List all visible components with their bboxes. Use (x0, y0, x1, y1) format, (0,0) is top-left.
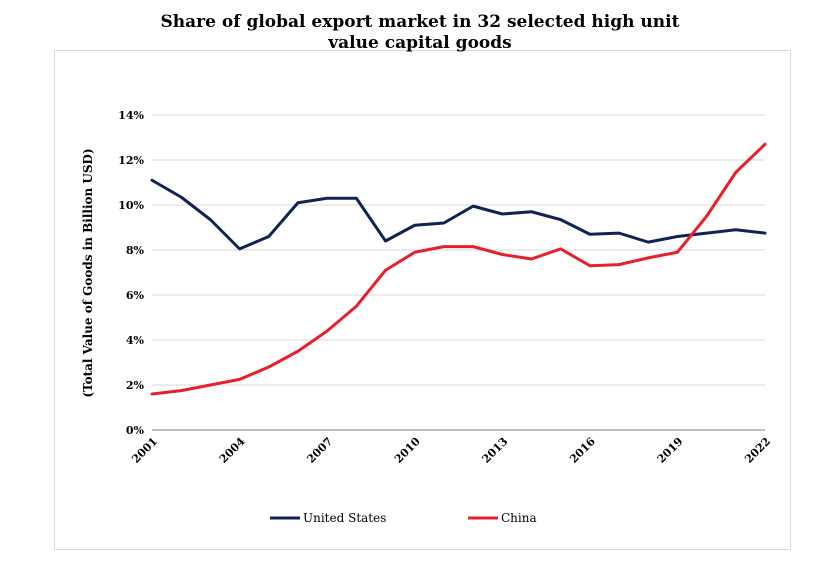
y-axis-title: (Total Value of Goods in Billion USD) (81, 148, 95, 397)
y-tick-label: 8% (126, 244, 145, 257)
y-tick-label: 0% (126, 424, 145, 437)
series-line-china (150, 142, 767, 396)
x-tick-label: 2022 (742, 435, 773, 466)
y-tick-label: 6% (126, 289, 145, 302)
y-tick-label: 4% (126, 334, 145, 347)
y-tick-label: 14% (118, 109, 144, 122)
y-tick-label: 10% (118, 199, 144, 212)
x-tick-label: 2013 (480, 435, 511, 466)
x-tick-label: 2010 (392, 435, 423, 466)
y-tick-label: 12% (118, 154, 144, 167)
series-line-united-states (150, 178, 767, 251)
y-tick-label: 2% (126, 379, 145, 392)
x-tick-label: 2001 (129, 435, 160, 466)
x-tick-label: 2016 (567, 435, 598, 466)
grid-lines (152, 114, 765, 431)
chart-frame (54, 50, 791, 550)
legend: United States China (270, 511, 537, 525)
x-tick-labels: 2001 2004 2007 2010 2013 2016 2019 2022 (129, 435, 773, 466)
series-lines (150, 142, 767, 396)
chart-title: Share of global export market in 32 sele… (160, 12, 680, 53)
x-tick-label: 2019 (655, 435, 686, 466)
x-tick-label: 2004 (217, 435, 248, 466)
data-points (150, 142, 767, 396)
legend-label-china: China (501, 511, 537, 525)
legend-label-united-states: United States (303, 511, 386, 525)
x-tick-label: 2007 (304, 435, 335, 466)
y-tick-labels: 0% 2% 4% 6% 8% 10% 12% 14% (118, 109, 144, 437)
